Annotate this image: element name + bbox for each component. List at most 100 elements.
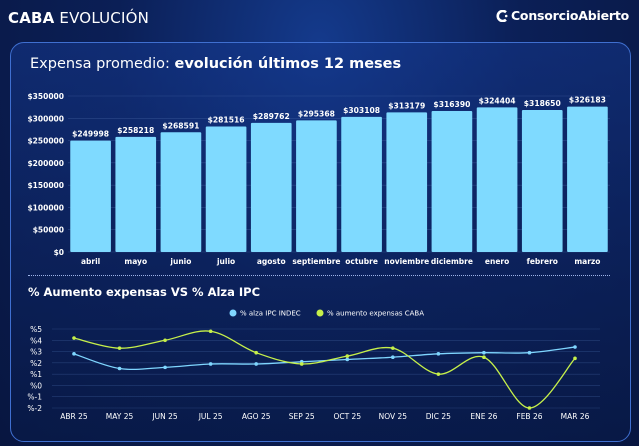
bar-ytick-label: $150000 [27,181,64,190]
bar [205,126,247,252]
bar-ytick-label: $250000 [27,137,64,146]
line-category-label: JUL 25 [198,412,223,421]
bar [296,120,337,252]
line-point-ipc [117,366,122,371]
line-series-ipc [73,346,576,371]
line-category-label: MAY 25 [106,412,134,421]
line-category-label: FEB 26 [516,412,542,421]
line-category-label: JUN 25 [151,412,177,421]
line-ytick-label: %-2 [27,404,42,413]
page-title-bold: CABA [8,9,55,27]
bar [521,109,563,252]
line-category-label: OCT 25 [333,412,361,421]
bar [341,116,382,252]
bar-value-label: $303108 [343,106,380,115]
line-point-ipc [208,362,213,366]
line-point-caba [391,346,395,350]
bar [250,122,292,252]
line-category-label: NOV 25 [379,412,408,421]
bar-category-label: marzo [574,257,600,266]
bar-category-label: noviembre [384,257,429,266]
line-category-label: DIC 25 [426,412,451,421]
line-ytick-label: %1 [30,370,42,379]
bar [70,140,111,252]
bar-category-label: abril [81,257,100,266]
bar [386,112,428,252]
bar-value-label: $289762 [253,112,290,121]
brand-logo: ConsorcioAbierto [496,8,629,23]
page-title-rest: EVOLUCIÓN [54,9,150,27]
bar-chart-title-bold: evolución últimos 12 meses [174,56,402,72]
line-series-caba [73,330,576,409]
page-title: CABA EVOLUCIÓN [8,9,149,27]
bar-value-label: $326183 [569,96,606,105]
bar-category-label: diciembre [431,257,473,266]
line-point-caba [482,355,486,360]
logo-text: ConsorcioAbierto [510,8,629,23]
line-point-caba [299,362,304,366]
bar-value-label: $249998 [72,130,109,139]
line-point-caba [72,336,76,340]
bar-ytick-label: $100000 [27,203,64,212]
bar-ytick-label: $350000 [27,92,64,101]
bar-value-label: $313179 [388,101,425,110]
line-ytick-label: %-1 [27,393,42,402]
bar-category-label: febrero [527,257,558,266]
bar [115,136,157,252]
bar-category-label: septiembre [292,257,340,266]
line-ytick-label: %3 [30,348,42,357]
bar [431,110,473,252]
line-ytick-label: %2 [30,359,42,368]
line-point-caba [254,350,258,355]
line-ytick-label: %5 [30,325,42,334]
line-point-caba [573,356,577,361]
bar-category-label: agosto [257,257,286,266]
section-divider [28,275,610,276]
legend-swatch-caba [316,309,324,317]
bar-category-label: julio [216,257,235,266]
bar-ytick-label: $300000 [27,114,64,123]
line-category-label: ABR 25 [60,412,88,421]
line-point-ipc [573,345,577,349]
line-point-ipc [345,357,350,362]
legend-swatch-ipc [229,309,237,317]
bar-ytick-label: $50000 [33,226,64,235]
page-header: CABA EVOLUCIÓN [8,6,149,30]
line-point-caba [436,372,441,376]
line-point-caba [208,329,213,334]
logo-c-icon [496,9,508,22]
line-point-caba [163,338,167,343]
bar-category-label: mayo [124,257,147,266]
line-point-caba [117,346,122,350]
line-point-caba [345,354,350,358]
line-ytick-label: %4 [30,336,42,345]
bar [476,107,518,252]
bar-value-label: $324404 [479,96,516,105]
legend-label-caba: % aumento expensas CABA [327,310,424,318]
line-point-ipc [527,350,532,355]
line-point-ipc [163,365,167,370]
line-ytick-label: %0 [30,381,42,390]
line-point-ipc [436,352,441,356]
bar-value-label: $318650 [524,99,561,108]
bar-ytick-label: $0 [54,248,64,257]
line-point-caba [527,406,532,410]
line-category-label: ENE 26 [470,412,497,421]
line-category-label: MAR 26 [561,412,590,421]
bar-ytick-label: $200000 [27,159,64,168]
line-point-ipc [482,350,486,355]
bar-chart-title: Expensa promedio: evolución últimos 12 m… [30,56,401,72]
line-category-label: AGO 25 [242,412,271,421]
bar-category-label: enero [485,257,509,266]
bar-category-label: junio [169,257,191,266]
bar [567,106,608,253]
bar-value-label: $316390 [433,100,470,109]
line-point-ipc [391,355,395,360]
bar-value-label: $295368 [298,109,335,118]
bar [160,132,202,252]
bar-value-label: $281516 [208,116,245,125]
legend-label-ipc: % alza IPC INDEC [240,310,301,318]
line-point-ipc [72,352,76,356]
line-point-ipc [254,362,258,366]
